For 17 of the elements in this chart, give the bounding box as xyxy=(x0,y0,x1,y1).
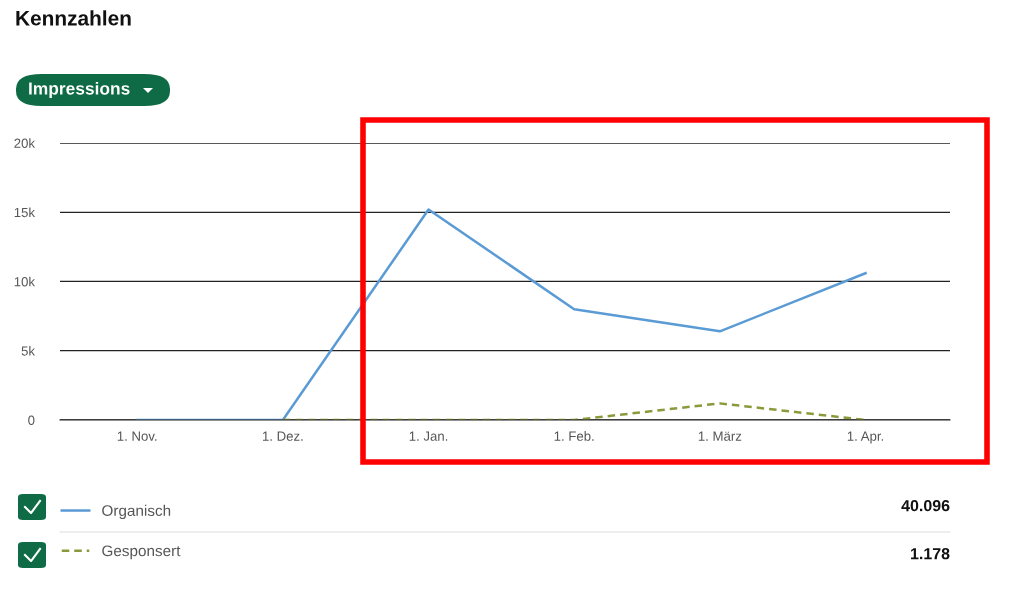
y-tick-label: 15k xyxy=(14,207,36,218)
y-tick-label: 5k xyxy=(21,345,36,356)
x-tick-label: 1. Dez. xyxy=(262,431,303,441)
legend-label: Organisch xyxy=(102,504,171,520)
x-tick-label: 1. März xyxy=(698,431,742,441)
legend-label: Gesponsert xyxy=(102,545,181,560)
text: 40.096 xyxy=(901,499,950,512)
y-tick-label: 0 xyxy=(28,415,35,425)
x-tick-label: 1. Nov. xyxy=(117,431,157,441)
text: 1.178 xyxy=(911,547,950,560)
text: Impressions xyxy=(29,81,130,99)
y-tick-label: 10k xyxy=(14,276,36,287)
x-tick-label: 1. Apr. xyxy=(847,431,884,444)
x-tick-label: 1. Feb. xyxy=(554,431,594,441)
x-tick-label: 1. Jan. xyxy=(409,431,448,441)
chart-title: Kennzahlen xyxy=(16,10,131,26)
y-tick-label: 20k xyxy=(14,138,36,148)
